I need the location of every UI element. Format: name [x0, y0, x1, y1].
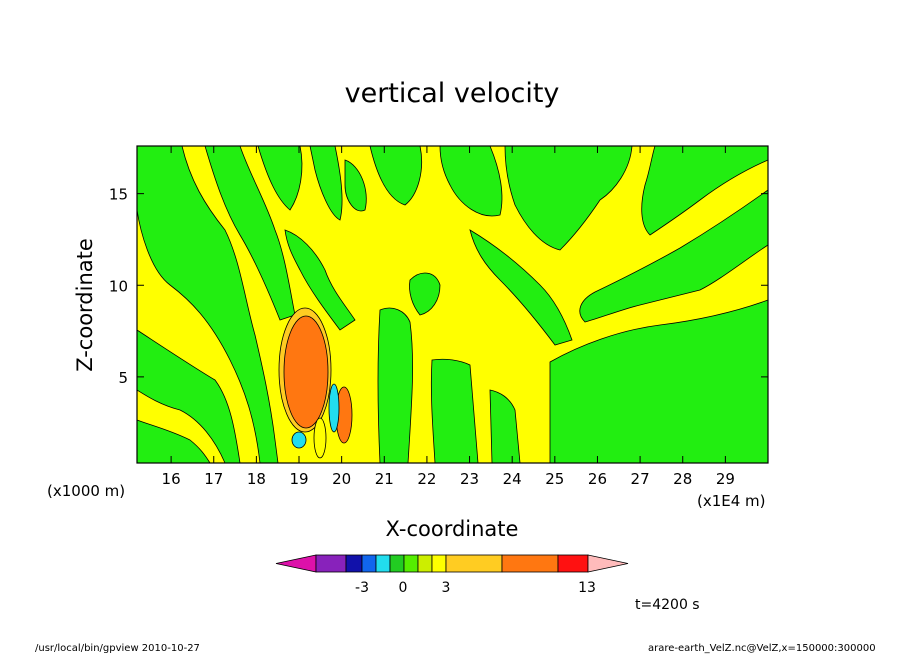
x-tick-label: 26 — [588, 470, 607, 488]
contour-region — [309, 145, 343, 221]
legend-label: 0 — [399, 580, 408, 596]
x-tick-label: 22 — [417, 470, 436, 488]
x-tick-label: 27 — [631, 470, 650, 488]
contour-region — [469, 229, 573, 346]
x-tick-label: 16 — [162, 470, 181, 488]
contour-region — [291, 431, 307, 449]
legend-swatch — [431, 554, 447, 573]
contour-region — [641, 145, 769, 236]
x-tick-label: 21 — [375, 470, 394, 488]
y-tick-label: 10 — [109, 277, 128, 295]
time-label: t=4200 s — [635, 597, 700, 613]
contour-region — [489, 389, 521, 464]
legend-swatch — [445, 554, 503, 573]
contour-region — [504, 145, 633, 251]
contour-region — [328, 383, 340, 433]
legend-swatch — [557, 554, 589, 573]
x-tick-label: 17 — [204, 470, 223, 488]
legend-swatch — [361, 554, 377, 573]
contour-region — [439, 145, 503, 217]
x-tick-label: 23 — [460, 470, 479, 488]
footer-right: arare-earth_VelZ.nc@VelZ,x=150000:300000 — [648, 643, 876, 654]
plot-frame — [136, 145, 769, 464]
legend-swatch — [417, 554, 433, 573]
contour-region — [369, 145, 423, 206]
contour-region — [136, 419, 211, 464]
legend-swatch — [501, 554, 559, 573]
axes: 16 17 18 19 20 21 22 23 24 25 26 27 28 29 5 10 15 — [109, 146, 768, 488]
contour-region — [313, 417, 327, 459]
legend-label: 13 — [578, 580, 596, 596]
legend-swatch — [345, 554, 363, 573]
contour-region — [344, 159, 367, 212]
legend-swatch — [375, 554, 391, 573]
legend-swatch — [275, 554, 317, 573]
y-axis-label: Z-coordinate — [73, 238, 97, 372]
plot-area: 16 17 18 19 20 21 22 23 24 25 26 27 28 29 5 10 15 — [109, 145, 769, 488]
chart-title: vertical velocity — [345, 78, 560, 109]
color-legend: -3 0 3 13 — [275, 554, 629, 596]
contour-region — [257, 145, 303, 211]
x-tick-label: 19 — [289, 470, 308, 488]
legend-label: 3 — [442, 580, 451, 596]
contour-region — [579, 189, 769, 323]
contour-region — [430, 358, 479, 464]
x-tick-label: 25 — [545, 470, 564, 488]
legend-label: -3 — [355, 580, 369, 596]
y-tick-label: 15 — [109, 186, 128, 204]
y-tick-label: 5 — [118, 369, 128, 387]
contour-region — [284, 229, 356, 331]
x-tick-label: 29 — [716, 470, 735, 488]
footer-left: /usr/local/bin/gpview 2010-10-27 — [35, 643, 200, 654]
contour-region — [377, 307, 413, 464]
contour-region — [409, 272, 441, 316]
x-unit-left: (x1000 m) — [47, 482, 125, 500]
legend-swatch — [389, 554, 405, 573]
x-tick-label: 24 — [503, 470, 522, 488]
x-tick-label: 28 — [673, 470, 692, 488]
contour-region — [549, 299, 769, 464]
x-tick-label: 20 — [332, 470, 351, 488]
legend-swatch — [587, 554, 629, 573]
legend-swatch — [315, 554, 347, 573]
x-tick-label: 18 — [247, 470, 266, 488]
x-axis-label: X-coordinate — [386, 517, 519, 541]
x-unit-right: (x1E4 m) — [697, 492, 766, 510]
legend-swatch — [403, 554, 419, 573]
contour-region — [283, 315, 329, 429]
contour-region — [136, 145, 279, 464]
